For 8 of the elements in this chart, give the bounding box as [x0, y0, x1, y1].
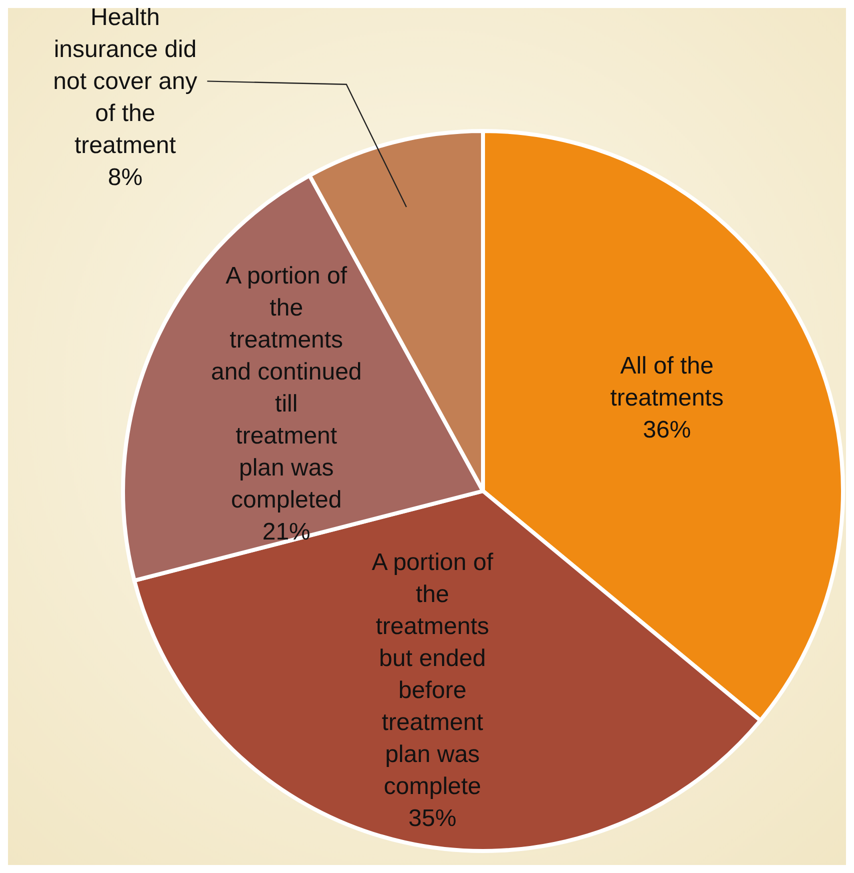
data-label: 21% [262, 518, 310, 546]
slice-label: A portion of the treatments but ended before treatment plan was complete [372, 549, 494, 800]
data-label: 35% [408, 805, 456, 832]
slice-label: A portion of the treatments and continued till treatment plan was completed [210, 262, 362, 514]
data-label: 36% [642, 416, 691, 444]
slice-label: All of the treatments [610, 352, 724, 412]
data-label: 8% [108, 164, 143, 192]
slice-label: Health insurance did not cover any of the treatment [53, 4, 198, 160]
